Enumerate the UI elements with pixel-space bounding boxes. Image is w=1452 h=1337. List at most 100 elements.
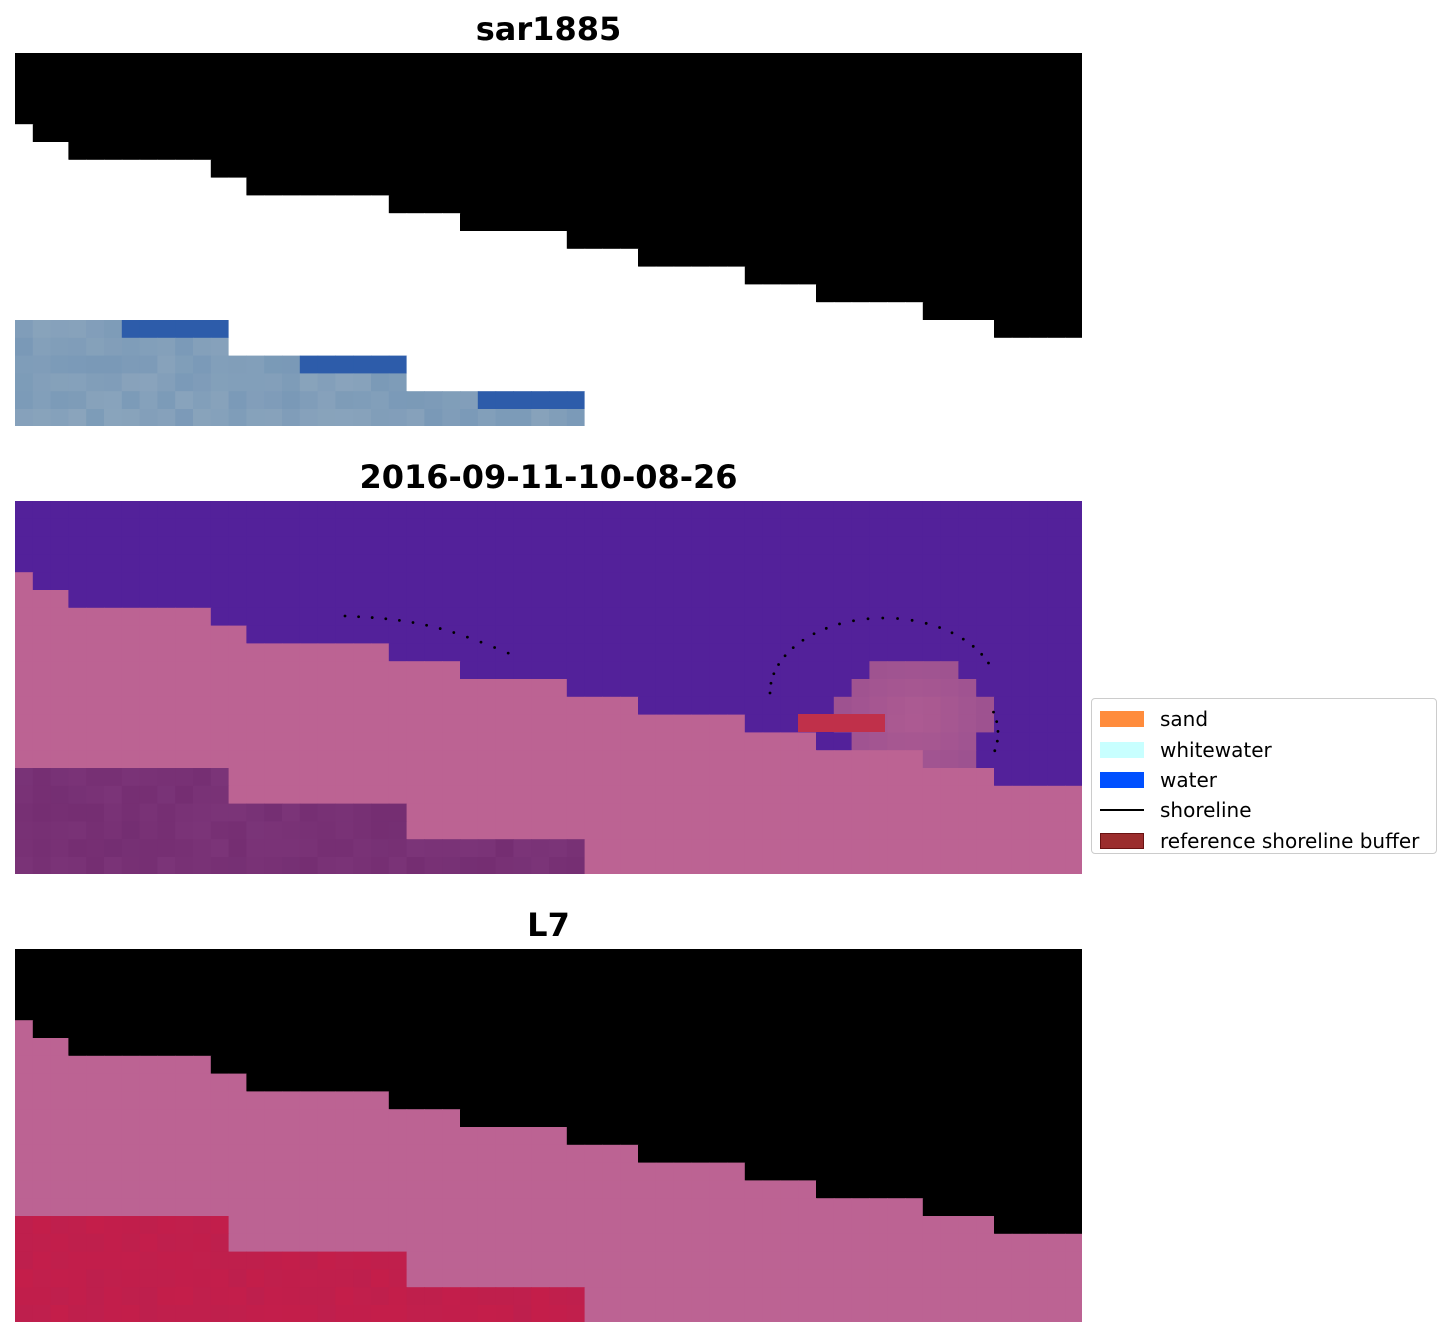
pixel-cell [121,732,141,751]
pixel-cell [655,768,675,787]
pixel-cell [869,1109,888,1128]
pixel-cell [86,53,105,72]
pixel-cell [424,1038,443,1057]
pixel-cell [86,518,105,538]
pixel-cell [922,284,942,303]
pixel-cell [139,1180,158,1199]
pixel-cell [549,159,568,179]
pixel-cell [282,590,301,609]
pixel-cell [638,159,657,179]
pixel-cell [798,284,817,303]
pixel-cell [673,1144,692,1164]
pixel-cell [780,966,799,986]
pixel-cell [655,391,675,410]
pixel-cell [1011,177,1031,196]
pixel-cell [709,88,728,107]
pixel-cell [139,337,158,357]
pixel-cell [620,124,639,143]
pixel-cell [1047,53,1066,72]
pixel-cell [121,501,141,520]
pixel-cell [958,821,977,840]
pixel-cell [175,554,194,573]
pixel-cell [15,821,34,840]
pixel-cell [228,1109,247,1128]
pixel-cell [851,536,870,555]
pixel-cell [673,266,692,285]
pixel-cell [175,1251,194,1270]
pixel-cell [549,231,568,250]
pixel-cell [104,1091,123,1110]
pixel-cell [869,106,888,125]
pixel-cell [994,159,1013,179]
pixel-cell [139,1127,158,1146]
pixel-cell [371,696,390,716]
pixel-cell [228,696,247,716]
pixel-cell [68,231,87,250]
pixel-cell [655,409,675,426]
pixel-cell [655,732,675,751]
pixel-cell [816,1269,835,1288]
pixel-cell [371,1055,390,1075]
pixel-cell [531,732,550,751]
pixel-cell [869,696,888,716]
pixel-cell [994,768,1013,787]
pixel-cell [655,248,675,268]
pixel-cell [780,1020,799,1039]
pixel-cell [1065,803,1082,822]
pixel-cell [869,554,888,573]
pixel-cell [477,785,497,805]
pixel-cell [68,1162,87,1181]
pixel-cell [638,373,657,392]
pixel-cell [566,625,586,644]
pixel-cell [335,1038,354,1057]
pixel-cell [1065,1233,1082,1253]
pixel-cell [798,949,817,968]
pixel-cell [887,337,906,357]
pixel-cell [15,750,34,769]
pixel-cell [460,1251,479,1270]
pixel-cell [86,607,105,627]
pixel-cell [833,106,853,125]
pixel-cell [673,572,692,591]
shoreline-point [411,621,415,624]
pixel-cell [976,679,995,698]
pixel-cell [210,177,230,196]
pixel-cell [246,1002,265,1021]
pixel-cell [709,124,728,143]
pixel-cell [210,966,230,986]
pixel-cell [744,857,764,874]
pixel-cell [922,266,942,285]
pixel-cell [887,1073,906,1092]
pixel-cell [638,1251,657,1270]
shoreline-point [801,190,805,194]
pixel-cell [869,142,888,161]
pixel-cell [940,1198,959,1217]
pixel-cell [495,607,514,627]
pixel-cell [1029,821,1048,840]
pixel-cell [50,1233,69,1253]
pixel-cell [727,124,746,143]
pixel-cell [566,590,586,609]
pixel-cell [549,696,568,716]
pixel-cell [193,409,212,426]
pixel-cell [833,554,853,573]
pixel-cell [691,768,710,787]
pixel-cell [86,590,105,609]
pixel-cell [193,53,212,72]
pixel-cell [50,1091,69,1110]
pixel-cell [1047,857,1066,874]
pixel-cell [424,1233,443,1253]
pixel-cell [851,320,870,339]
pixel-cell [602,984,621,1003]
pixel-cell [691,984,710,1003]
pixel-cell [228,142,247,161]
pixel-cell [584,70,603,90]
pixel-cell [798,142,817,161]
pixel-cell [460,213,479,232]
pixel-cell [317,661,336,680]
pixel-cell [727,984,746,1003]
pixel-cell [709,966,728,986]
pixel-cell [602,1251,621,1270]
pixel-cell [905,142,924,161]
pixel-cell [940,750,959,769]
